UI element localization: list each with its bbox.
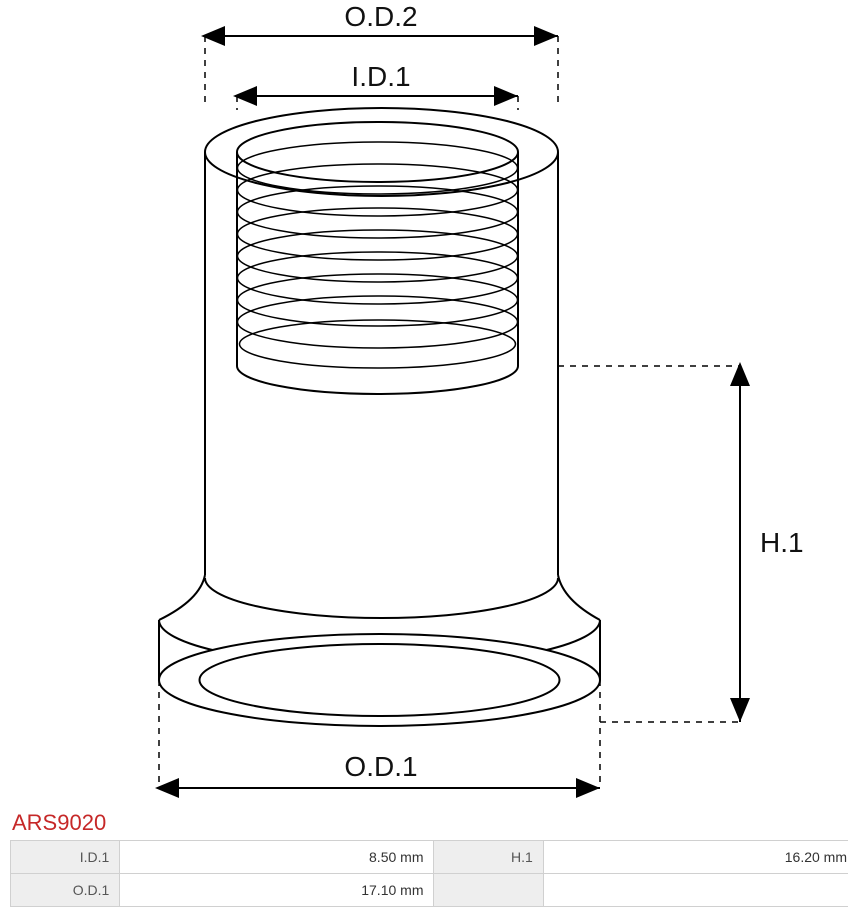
table-row: O.D.1 17.10 mm [11,874,848,907]
technical-diagram: O.D.2 I.D.1 H.1 O.D. [0,0,848,810]
cyl-bottom-front [205,578,558,618]
spec-label: I.D.1 [11,841,120,874]
rim-back [205,108,558,152]
id1-label: I.D.1 [351,61,410,92]
rim-front [205,152,558,196]
mask-right [518,152,560,382]
flange-shoulder-left [159,575,205,620]
spec-table: I.D.1 8.50 mm H.1 16.20 mm O.D.1 17.10 m… [10,840,848,907]
part-number: ARS9020 [0,810,848,836]
od1-label: O.D.1 [344,751,417,782]
spec-label: H.1 [434,841,543,874]
h1-label: H.1 [760,527,804,558]
spec-label: O.D.1 [11,874,120,907]
bore-bottom [237,366,518,394]
spec-label [434,874,543,907]
od2-label: O.D.2 [344,1,417,32]
spec-value: 8.50 mm [120,841,434,874]
spec-value [543,874,848,907]
bore-back [237,122,518,152]
spec-value: 17.10 mm [120,874,434,907]
table-row: I.D.1 8.50 mm H.1 16.20 mm [11,841,848,874]
spec-value: 16.20 mm [543,841,848,874]
flange-bottom [159,634,600,726]
thread-9 [240,320,516,368]
flange-shoulder-right [558,575,600,620]
bore-front [237,152,518,182]
